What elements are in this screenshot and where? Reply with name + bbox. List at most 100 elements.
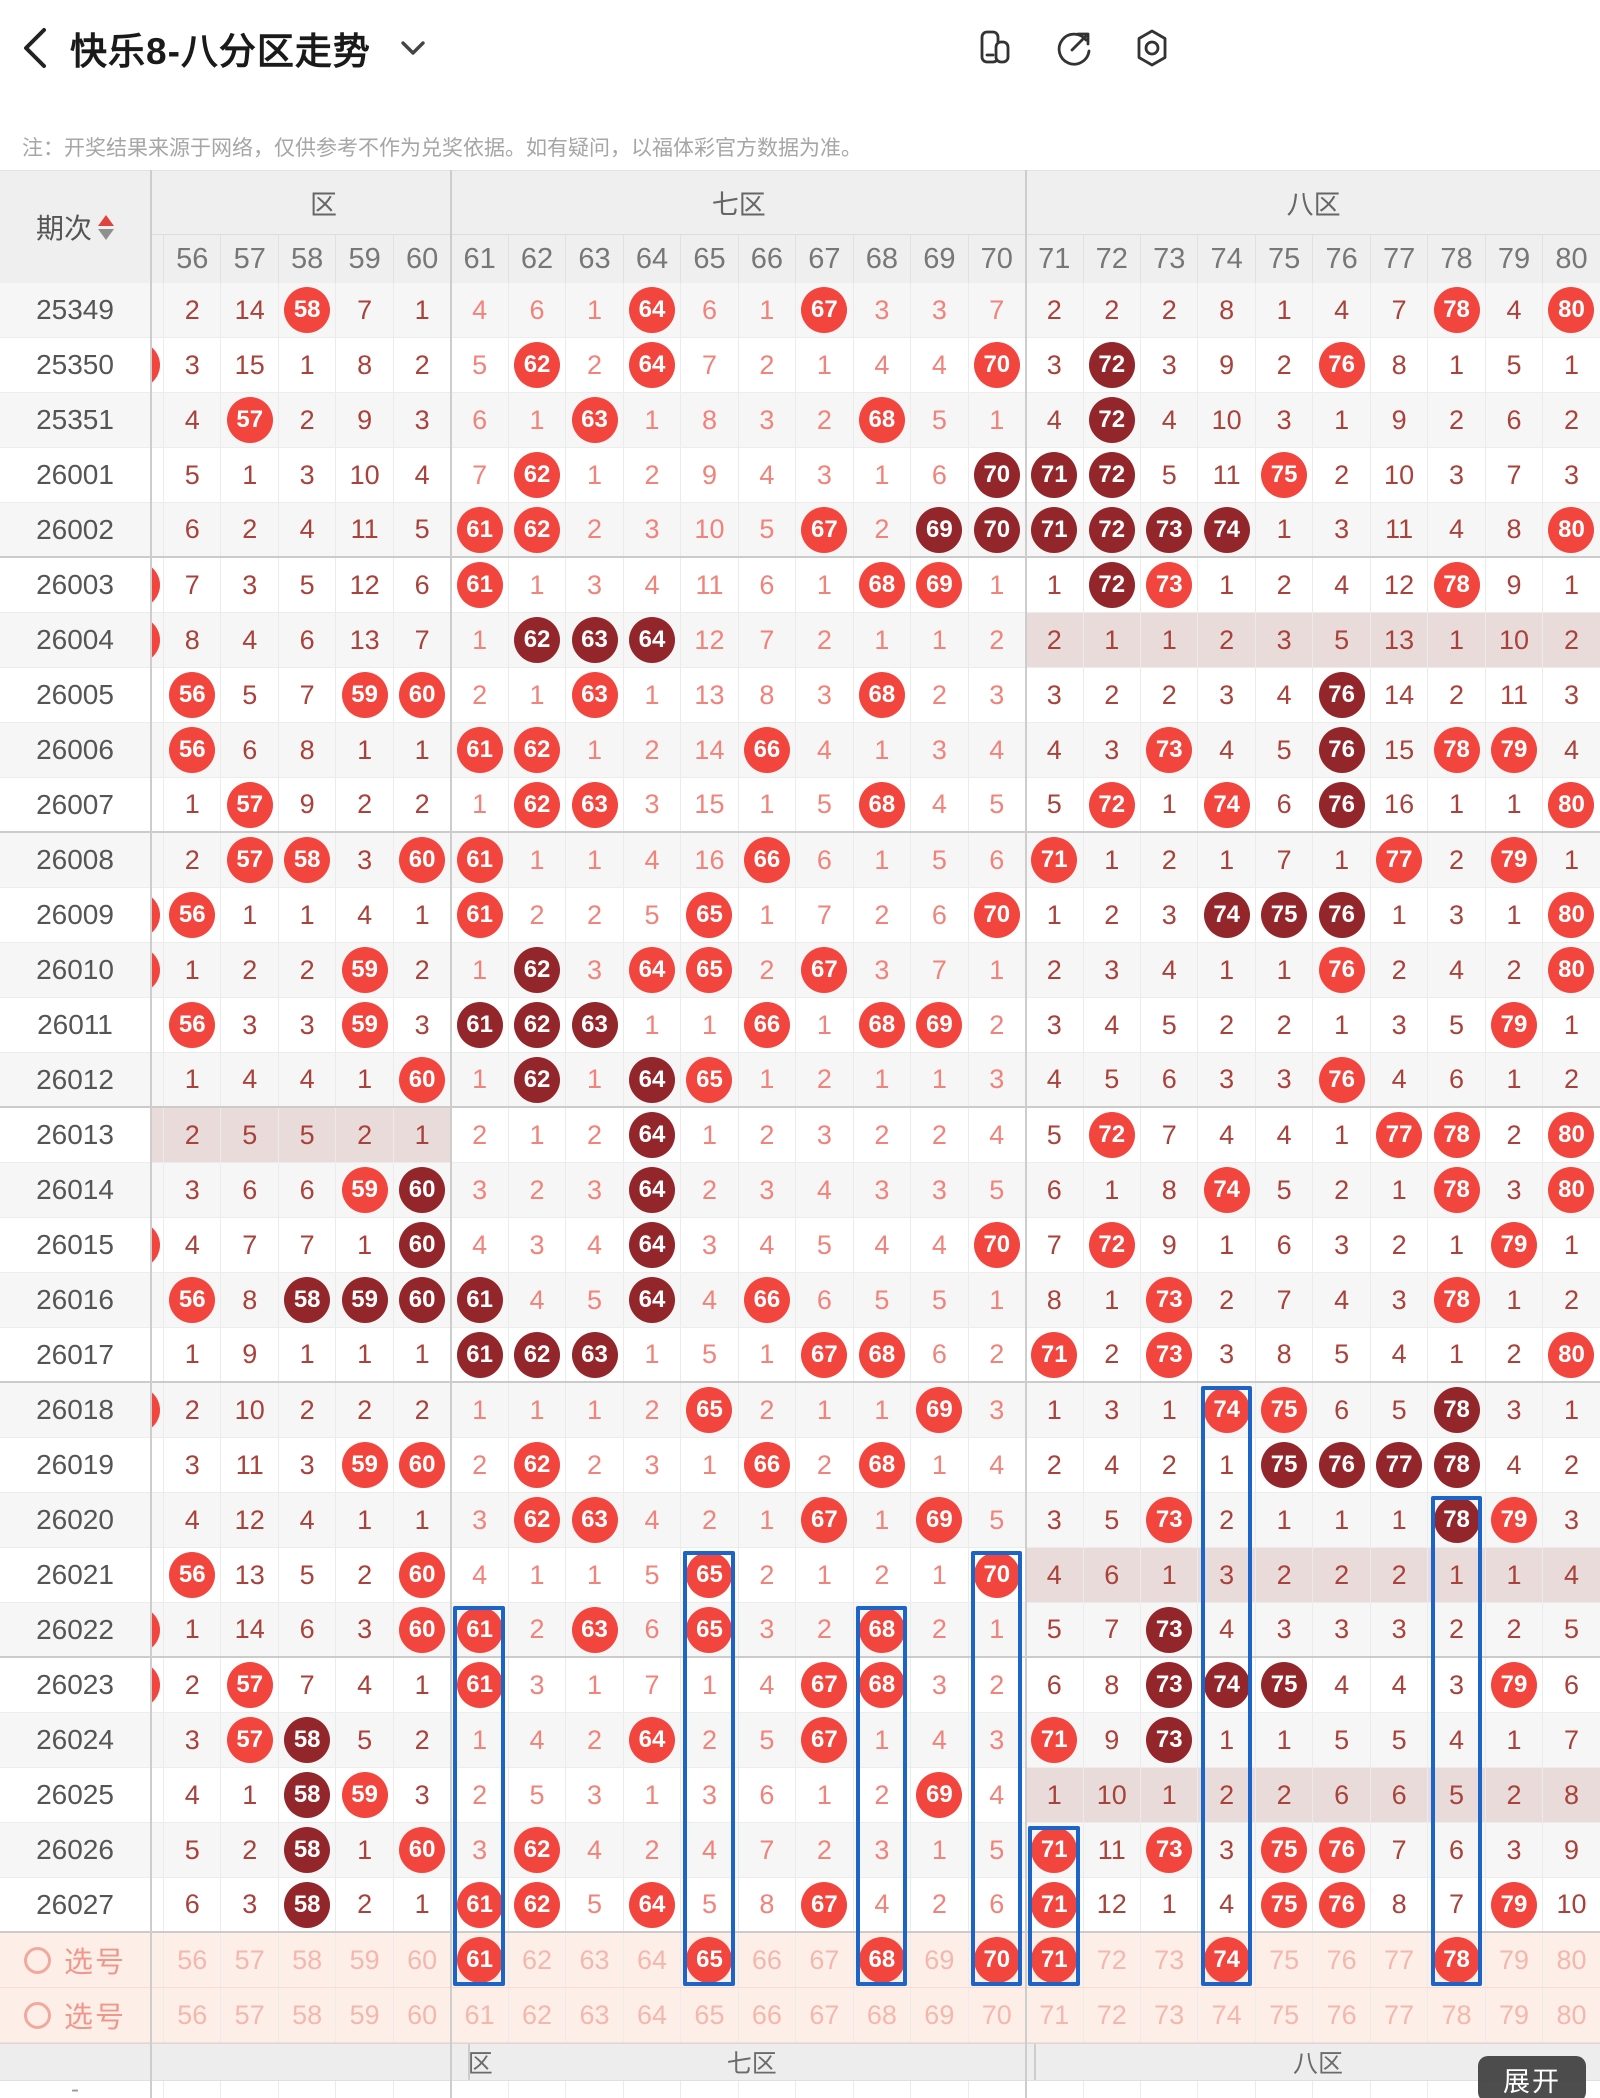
number-cell: 2 xyxy=(565,1713,622,1767)
select-number-cell[interactable]: 63 xyxy=(565,1933,622,1987)
select-number-cell[interactable]: 67 xyxy=(795,1933,852,1987)
number-cell: 8 xyxy=(1484,503,1542,556)
number-cell: 73 xyxy=(1139,1493,1197,1547)
number-cell: 4 xyxy=(1025,393,1082,447)
miss-count: 10 xyxy=(234,1394,265,1425)
select-number-cell[interactable]: 70 xyxy=(967,1933,1025,1987)
miss-count: 5 xyxy=(989,1174,1005,1205)
sort-icon[interactable] xyxy=(98,214,114,240)
miss-count: 1 xyxy=(1506,1064,1522,1094)
select-number-cell[interactable]: 77 xyxy=(1369,1988,1427,2042)
number-ball: 61 xyxy=(456,1937,503,1983)
select-number-cell[interactable]: 73 xyxy=(1139,1933,1197,1987)
select-number-cell[interactable]: 66 xyxy=(737,1988,795,2042)
select-number-cell[interactable]: 61 xyxy=(450,1988,507,2042)
select-number-cell[interactable]: 80 xyxy=(1542,1933,1599,1987)
number-cell: 1 xyxy=(852,723,910,777)
select-number-cell[interactable]: 59 xyxy=(335,1988,392,2042)
miss-count: 6 xyxy=(816,844,832,875)
select-number-cell[interactable]: 74 xyxy=(1197,1933,1254,1987)
select-number-cell[interactable]: 78 xyxy=(1427,1988,1484,2042)
radio-icon[interactable] xyxy=(23,1946,51,1974)
number-cell: 1 xyxy=(1082,613,1140,667)
number-ball: 80 xyxy=(1548,1112,1595,1158)
select-number-cell[interactable]: 72 xyxy=(1082,1933,1140,1987)
select-number-cell[interactable]: 75 xyxy=(1254,1988,1312,2042)
number-ball: 67 xyxy=(801,506,848,553)
select-label[interactable]: 选号 xyxy=(23,1939,126,1981)
select-number-cell[interactable]: 57 xyxy=(220,1988,277,2042)
number-ball: 77 xyxy=(1376,1442,1423,1488)
select-number-cell[interactable]: 64 xyxy=(622,1933,680,1987)
select-number-cell[interactable]: 58 xyxy=(277,1988,335,2042)
select-number-cell[interactable]: 60 xyxy=(392,1988,450,2042)
select-number-cell[interactable]: 69 xyxy=(910,1933,967,1987)
select-number-cell[interactable]: 66 xyxy=(737,1933,795,1987)
select-number-cell[interactable]: 62 xyxy=(507,1988,565,2042)
radio-icon[interactable] xyxy=(23,2001,51,2029)
select-number-cell[interactable]: 67 xyxy=(795,1988,852,2042)
number-cell: 2 xyxy=(1139,1438,1197,1492)
miss-count: 1 xyxy=(1219,569,1235,600)
select-number-cell[interactable]: 79 xyxy=(1484,1933,1542,1987)
select-number-cell[interactable]: 76 xyxy=(1312,1933,1369,1987)
number-cell: 6 xyxy=(1025,1163,1082,1217)
select-number-cell[interactable]: 68 xyxy=(852,1933,910,1987)
table-row: 26009 56 1 1 4 1 61 2 2 5 65 1 7 2 6 70 1 2 3 74 75 76 1 3 1 80 xyxy=(0,888,1600,943)
chart-panel-icon[interactable] xyxy=(976,28,1016,68)
miss-count: 4 xyxy=(644,1504,660,1535)
select-number-cell[interactable]: 71 xyxy=(1025,1988,1082,2042)
select-number-cell[interactable]: 79 xyxy=(1484,1988,1542,2042)
period-cell: 26021 xyxy=(36,1559,114,1590)
select-number-cell[interactable]: 72 xyxy=(1082,1988,1140,2042)
miss-count: 3 xyxy=(1449,1669,1465,1700)
select-number-cell[interactable]: 64 xyxy=(622,1988,680,2042)
select-number-cell[interactable]: 71 xyxy=(1025,1933,1082,1987)
number-cell: 1 xyxy=(163,1328,220,1381)
back-button[interactable] xyxy=(0,0,70,95)
select-number-cell[interactable]: 65 xyxy=(680,1988,737,2042)
select-number-cell[interactable]: 63 xyxy=(565,1988,622,2042)
select-number-cell[interactable]: 77 xyxy=(1369,1933,1427,1987)
miss-count: 4 xyxy=(1046,1559,1062,1590)
miss-count: 7 xyxy=(1563,1724,1579,1755)
number-cell: 5 xyxy=(1312,613,1370,667)
select-number-cell[interactable]: 69 xyxy=(910,1988,967,2042)
select-number-cell[interactable]: 75 xyxy=(1254,1933,1312,1987)
number-ball: 69 xyxy=(916,1497,963,1543)
select-number-cell[interactable]: 65 xyxy=(680,1933,737,1987)
select-number-cell[interactable]: 56 xyxy=(163,1988,220,2042)
select-number-cell[interactable]: 78 xyxy=(1427,1933,1484,1987)
select-number-cell[interactable]: 57 xyxy=(220,1933,277,1987)
select-number-cell[interactable]: 61 xyxy=(450,1933,507,1987)
select-number-cell[interactable]: 58 xyxy=(277,1933,335,1987)
select-number-cell[interactable]: 73 xyxy=(1139,1988,1197,2042)
clipped-row-cell xyxy=(220,2081,277,2098)
miss-count: 1 xyxy=(184,1614,200,1644)
share-icon[interactable] xyxy=(1054,28,1094,68)
select-number-cell[interactable]: 60 xyxy=(392,1933,450,1987)
select-number-cell[interactable]: 68 xyxy=(852,1988,910,2042)
title-dropdown[interactable] xyxy=(399,39,427,57)
number-cell: 64 xyxy=(622,613,680,667)
select-number-cell[interactable]: 56 xyxy=(163,1933,220,1987)
select-row-label[interactable]: 选号 xyxy=(0,1988,150,2042)
select-label[interactable]: 选号 xyxy=(23,1994,126,2036)
number-cell: 1 xyxy=(450,1713,507,1767)
settings-icon[interactable] xyxy=(1132,28,1172,68)
select-number-cell[interactable]: 76 xyxy=(1312,1988,1369,2042)
select-number-cell[interactable]: 70 xyxy=(967,1988,1025,2042)
period-header-cell[interactable]: 期次 xyxy=(0,171,150,283)
miss-count: 2 xyxy=(414,789,430,819)
clipped-column-cell xyxy=(150,943,163,997)
expand-button[interactable]: 展开 xyxy=(1478,2056,1586,2098)
miss-count: 4 xyxy=(587,1834,603,1865)
clipped-column-cell xyxy=(150,1383,163,1437)
select-number-cell[interactable]: 74 xyxy=(1197,1988,1254,2042)
clipped-row-cell xyxy=(1369,2081,1427,2098)
select-row-label[interactable]: 选号 xyxy=(0,1933,150,1987)
select-number-cell[interactable]: 59 xyxy=(335,1933,392,1987)
select-number-cell[interactable]: 62 xyxy=(507,1933,565,1987)
select-number-cell[interactable]: 80 xyxy=(1542,1988,1599,2042)
